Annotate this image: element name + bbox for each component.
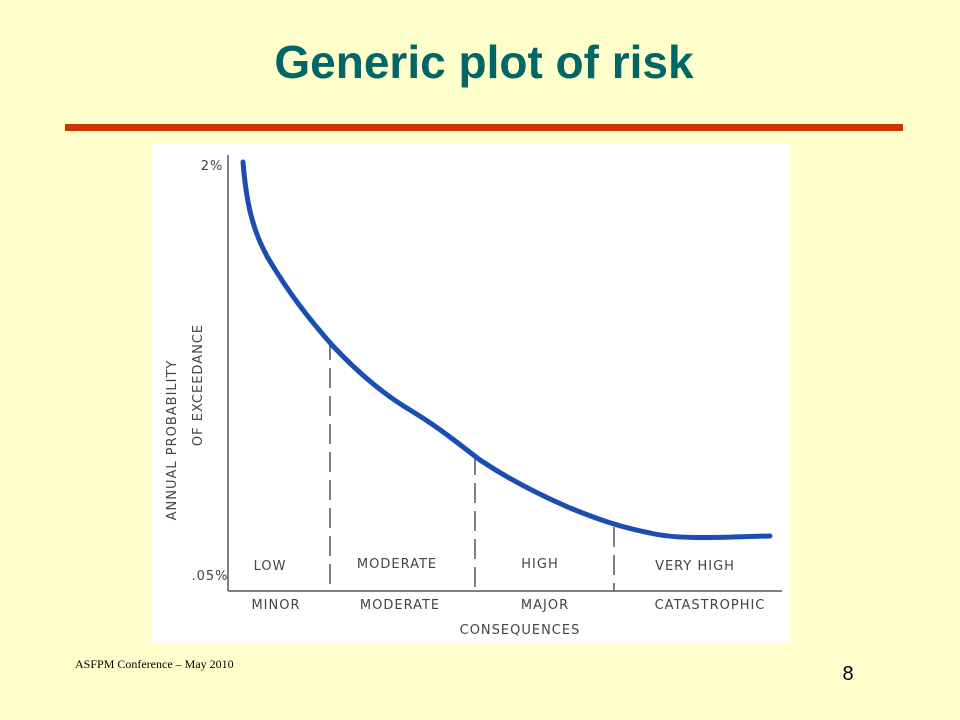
y-axis-label: ANNUAL PROBABILITY [165,360,180,521]
risk-level: LOW [254,559,287,574]
sketch [227,155,782,592]
consequence: CATASTROPHIC [655,598,766,613]
risk-level: HIGH [521,557,558,572]
x-axis-label: CONSEQUENCES [460,623,581,638]
risk-level: VERY HIGH [655,559,735,574]
y-bottom-label: .05% [191,569,228,584]
page-number: 8 [842,663,853,685]
y-top-label: 2% [201,159,224,174]
y-axis-label: OF EXCEEDANCE [191,324,206,446]
consequence: MINOR [251,598,300,613]
risk-level: MODERATE [357,557,437,572]
title-rule [65,124,903,131]
sketch-area [152,143,790,643]
consequence: MAJOR [521,598,569,613]
consequence: MODERATE [360,598,440,613]
slide-title: Generic plot of risk [274,36,694,88]
footer: ASFPM Conference – May 2010 [75,657,234,671]
risk-curve [240,159,773,540]
